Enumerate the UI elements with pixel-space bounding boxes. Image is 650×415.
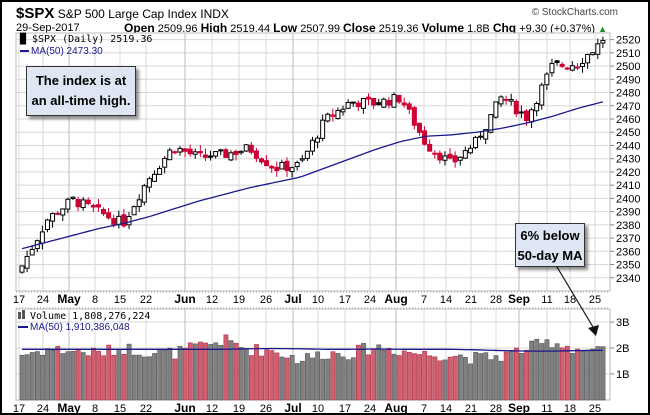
svg-text:Sep: Sep xyxy=(508,401,530,415)
svg-text:11: 11 xyxy=(541,403,552,415)
svg-text:22: 22 xyxy=(140,403,152,415)
svg-text:21: 21 xyxy=(465,403,477,415)
svg-text:2490: 2490 xyxy=(616,74,640,86)
svg-text:█: █ xyxy=(19,32,27,45)
svg-text:May: May xyxy=(57,292,81,306)
svg-text:2450: 2450 xyxy=(616,127,640,139)
svg-text:Aug: Aug xyxy=(384,292,407,306)
svg-text:2400: 2400 xyxy=(616,193,640,205)
svg-text:2510: 2510 xyxy=(616,48,640,60)
svg-text:22: 22 xyxy=(140,294,152,306)
svg-text:25: 25 xyxy=(589,294,601,306)
svg-text:17: 17 xyxy=(13,403,25,415)
svg-text:2430: 2430 xyxy=(616,154,640,166)
annotation-below-ma: 6% below 50-day MA xyxy=(515,223,585,267)
svg-text:MA(50) 1,910,386,048: MA(50) 1,910,386,048 xyxy=(30,322,130,333)
svg-text:24: 24 xyxy=(37,294,49,306)
svg-text:2480: 2480 xyxy=(616,88,640,100)
svg-text:19: 19 xyxy=(233,403,245,415)
svg-text:May: May xyxy=(57,401,81,415)
svg-text:2520: 2520 xyxy=(616,35,640,47)
svg-text:7: 7 xyxy=(421,294,427,306)
svg-text:10: 10 xyxy=(312,294,324,306)
svg-text:17: 17 xyxy=(13,294,25,306)
svg-text:2350: 2350 xyxy=(616,260,640,272)
svg-text:2340: 2340 xyxy=(616,273,640,285)
svg-text:25: 25 xyxy=(589,403,601,415)
svg-text:2420: 2420 xyxy=(616,167,640,179)
svg-text:2440: 2440 xyxy=(616,140,640,152)
svg-text:2370: 2370 xyxy=(616,233,640,245)
svg-text:18: 18 xyxy=(564,294,576,306)
svg-text:MA(50) 2473.30: MA(50) 2473.30 xyxy=(31,46,103,57)
index-name: S&P 500 Large Cap Index xyxy=(57,7,197,21)
svg-text:12: 12 xyxy=(206,294,218,306)
svg-text:8: 8 xyxy=(92,403,98,415)
up-arrow-icon: ▲ xyxy=(598,24,608,34)
svg-text:21: 21 xyxy=(465,294,477,306)
svg-text:1B: 1B xyxy=(616,369,629,381)
chart-date: 29-Sep-2017 xyxy=(16,22,80,34)
svg-text:17: 17 xyxy=(339,403,351,415)
svg-text:2B: 2B xyxy=(616,343,629,355)
svg-text:19: 19 xyxy=(233,294,245,306)
svg-text:11: 11 xyxy=(541,294,552,306)
svg-text:Volume 1,808,276,224: Volume 1,808,276,224 xyxy=(30,311,150,322)
exchange: INDX xyxy=(200,7,229,21)
ohlc-summary: Open 2509.96 High 2519.44 Low 2507.99 Cl… xyxy=(124,21,608,35)
svg-text:8: 8 xyxy=(92,294,98,306)
svg-text:18: 18 xyxy=(564,403,576,415)
symbol: $SPX xyxy=(16,5,55,22)
svg-text:15: 15 xyxy=(114,403,126,415)
svg-text:2410: 2410 xyxy=(616,180,640,192)
svg-text:15: 15 xyxy=(114,294,126,306)
svg-text:24: 24 xyxy=(364,294,376,306)
svg-text:26: 26 xyxy=(260,294,272,306)
svg-text:2360: 2360 xyxy=(616,246,640,258)
svg-text:Aug: Aug xyxy=(384,401,407,415)
svg-text:14: 14 xyxy=(440,403,452,415)
svg-text:2470: 2470 xyxy=(616,101,640,113)
credit: © StockCharts.com xyxy=(531,7,618,18)
svg-text:17: 17 xyxy=(339,294,351,306)
annotation-all-time-high: The index is at an all-time high. xyxy=(26,66,136,116)
svg-text:Jun: Jun xyxy=(174,401,195,415)
svg-text:28: 28 xyxy=(490,294,502,306)
svg-text:$SPX (Daily) 2519.36: $SPX (Daily) 2519.36 xyxy=(32,34,152,45)
svg-text:24: 24 xyxy=(37,403,49,415)
svg-text:Sep: Sep xyxy=(508,292,530,306)
svg-text:7: 7 xyxy=(421,403,427,415)
svg-text:Jun: Jun xyxy=(174,292,195,306)
svg-text:24: 24 xyxy=(364,403,376,415)
svg-text:Jul: Jul xyxy=(284,292,301,306)
svg-text:2460: 2460 xyxy=(616,114,640,126)
svg-text:26: 26 xyxy=(260,403,272,415)
svg-text:Jul: Jul xyxy=(284,401,301,415)
chart-title: $SPX S&P 500 Large Cap Index INDX xyxy=(16,5,229,22)
svg-text:28: 28 xyxy=(490,403,502,415)
svg-text:14: 14 xyxy=(440,294,452,306)
svg-text:2390: 2390 xyxy=(616,207,640,219)
svg-text:12: 12 xyxy=(206,403,218,415)
svg-text:10: 10 xyxy=(312,403,324,415)
svg-text:2380: 2380 xyxy=(616,220,640,232)
svg-text:2500: 2500 xyxy=(616,61,640,73)
svg-text:3B: 3B xyxy=(616,317,629,329)
